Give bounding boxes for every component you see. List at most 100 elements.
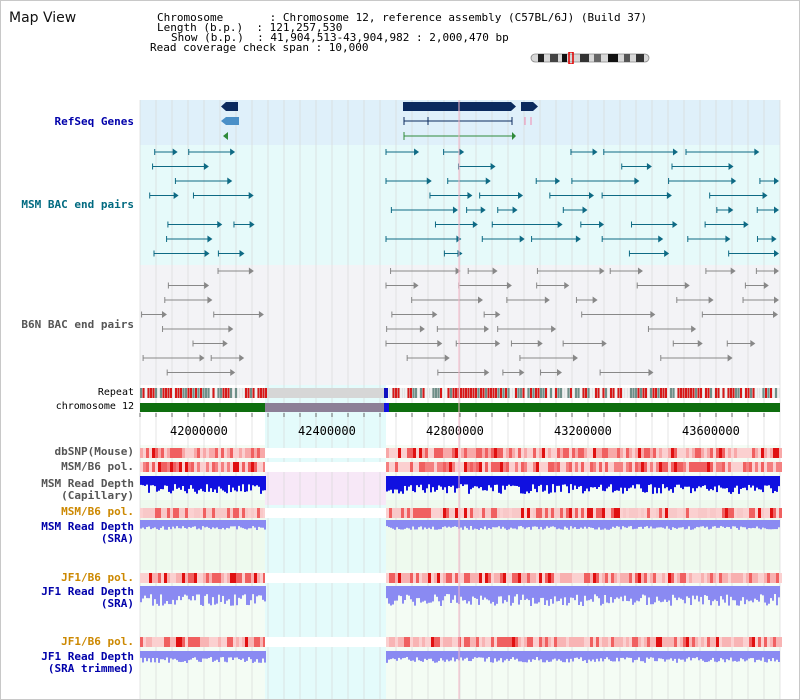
depth-bar (160, 476, 162, 490)
depth-bar (404, 586, 406, 601)
bac-end-arrow (763, 282, 769, 289)
repeat-track[interactable] (140, 388, 780, 398)
depth-bar (778, 651, 780, 662)
polymorphism-cell (521, 573, 524, 583)
polymorphism-cell (728, 448, 731, 458)
jf1-depth-trimmed-label[interactable]: JF1 Read Depth (SRA trimmed) (41, 651, 134, 675)
depth-bar (684, 476, 686, 487)
polymorphism-cell (152, 573, 155, 583)
jf1-b6-pol-label[interactable]: JF1/B6 pol. (61, 571, 134, 584)
repeat-element (200, 388, 202, 398)
depth-bar (726, 586, 728, 595)
polymorphism-cell (596, 637, 599, 647)
depth-bar (236, 520, 238, 530)
depth-bar (624, 586, 626, 596)
msm-bac-track[interactable] (149, 148, 779, 258)
polymorphism-cell (185, 462, 188, 472)
polymorphism-cell (461, 508, 464, 518)
jf1-b6-pol-trimmed-label[interactable]: JF1/B6 pol. (61, 635, 134, 648)
depth-bar (442, 476, 444, 490)
polymorphism-cell (206, 637, 209, 647)
msm-b6-pol-sra-label[interactable]: MSM/B6 pol. (61, 505, 134, 518)
depth-bar (164, 520, 166, 530)
depth-bar (420, 586, 422, 603)
polymorphism-cell (596, 573, 599, 583)
refseq-genes-label[interactable]: RefSeq Genes (54, 115, 134, 128)
depth-bar (426, 520, 428, 529)
depth-bar (484, 586, 486, 598)
depth-bar (696, 586, 698, 596)
repeat-element (737, 388, 740, 398)
depth-bar (566, 520, 568, 528)
repeat-element (402, 388, 405, 398)
repeat-element (647, 388, 650, 398)
polymorphism-cell (722, 462, 725, 472)
depth-bar (472, 586, 474, 597)
depth-bar (746, 586, 748, 600)
polymorphism-cell (734, 573, 737, 583)
polymorphism-cell (443, 573, 446, 583)
polymorphism-cell (476, 573, 479, 583)
depth-bar (182, 476, 184, 486)
depth-bar (712, 520, 714, 527)
depth-bar (238, 586, 240, 598)
depth-bar (462, 520, 464, 530)
depth-bar (642, 476, 644, 492)
depth-bar (140, 520, 142, 529)
depth-bar (260, 520, 262, 528)
depth-bar (720, 520, 722, 527)
msm-bac-label[interactable]: MSM BAC end pairs (21, 198, 134, 211)
depth-bar (468, 651, 470, 662)
dbsnp-label[interactable]: dbSNP(Mouse) (54, 445, 134, 458)
bac-end-arrow (544, 296, 550, 304)
chromosome-bar[interactable] (139, 403, 780, 417)
msm-depth-capillary-label[interactable]: MSM Read Depth (Capillary) (41, 478, 134, 502)
chromosome-ideogram[interactable] (528, 52, 654, 64)
depth-bar (592, 586, 594, 602)
depth-bar (186, 586, 188, 596)
depth-bar (402, 476, 404, 494)
depth-bar (208, 476, 210, 492)
bac-end-arrow (774, 267, 779, 275)
depth-bar (692, 476, 694, 489)
polymorphism-cell (491, 573, 494, 583)
polymorphism-cell (527, 508, 530, 518)
depth-bar (614, 586, 616, 600)
depth-bar (180, 651, 182, 663)
repeat-element (542, 388, 545, 398)
polymorphism-cell (170, 508, 173, 518)
polymorphism-depth-tracks[interactable] (140, 448, 782, 663)
msm-depth-sra-label[interactable]: MSM Read Depth (SRA) (41, 521, 134, 545)
b6n-bac-label[interactable]: B6N BAC end pairs (21, 318, 134, 331)
jf1-depth-sra-label[interactable]: JF1 Read Depth (SRA) (41, 586, 134, 610)
bac-end-arrow (414, 148, 420, 156)
polymorphism-cell (731, 462, 734, 472)
bac-end-arrow (161, 311, 167, 318)
depth-bar (662, 586, 664, 602)
bac-end-arrow (771, 235, 777, 243)
depth-bar (386, 520, 388, 527)
depth-bar (226, 586, 228, 601)
refseq-genes-track[interactable] (221, 102, 538, 140)
depth-bar (422, 651, 424, 662)
polymorphism-cell (386, 637, 389, 647)
polymorphism-cell (476, 462, 479, 472)
b6n-bac-track[interactable] (141, 267, 779, 377)
depth-bar (400, 651, 402, 660)
polymorphism-cell (521, 508, 524, 518)
polymorphism-cell (437, 448, 440, 458)
repeat-element (192, 388, 195, 398)
msm-b6-pol-label[interactable]: MSM/B6 pol. (61, 460, 134, 473)
depth-bar (532, 586, 534, 598)
polymorphism-cell (749, 508, 752, 518)
polymorphism-cell (554, 573, 557, 583)
depth-bar (184, 520, 186, 528)
bac-end-arrow (762, 192, 768, 199)
depth-bar (728, 476, 730, 493)
bac-end-arrow (697, 340, 703, 347)
depth-bar (162, 476, 164, 490)
polymorphism-cell (710, 637, 713, 647)
polymorphism-cell (779, 462, 782, 472)
